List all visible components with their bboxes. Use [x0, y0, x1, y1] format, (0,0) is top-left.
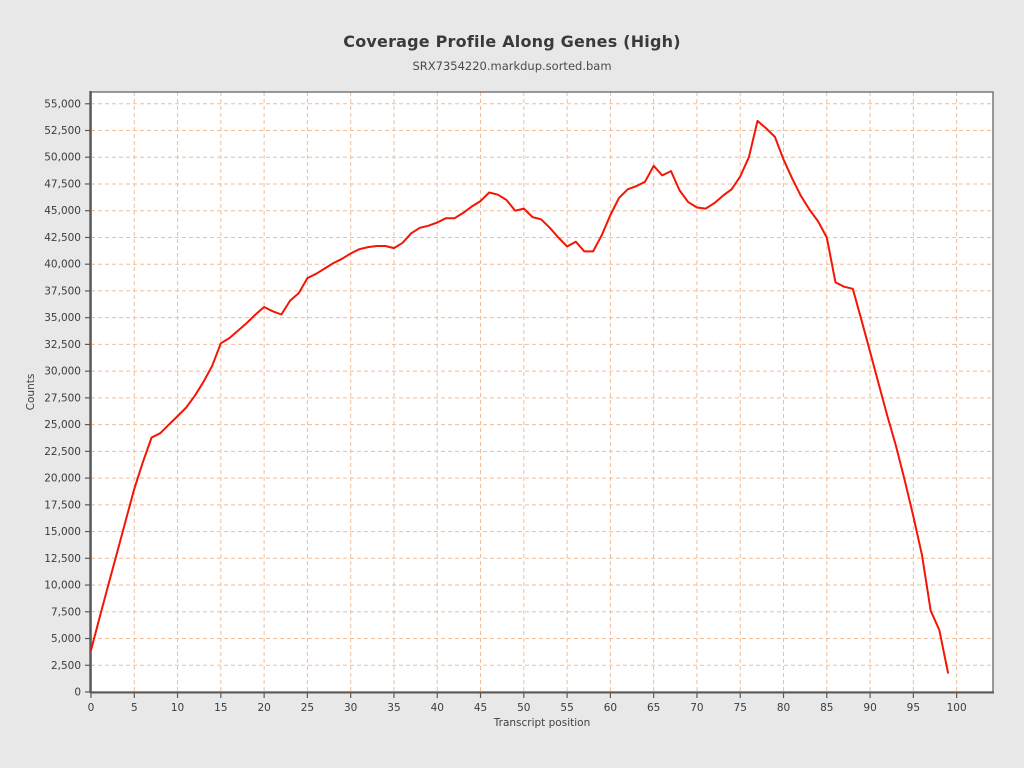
y-tick-label: 52,500 [44, 125, 81, 137]
x-tick-label: 95 [907, 702, 920, 714]
x-tick-label: 20 [257, 702, 270, 714]
y-tick-label: 35,000 [44, 312, 81, 324]
y-tick-label: 22,500 [44, 446, 81, 458]
y-tick-label: 32,500 [44, 339, 81, 351]
y-tick-label: 2,500 [51, 660, 81, 672]
y-tick-label: 25,000 [44, 419, 81, 431]
y-tick-label: 30,000 [44, 366, 81, 378]
y-tick-label: 27,500 [44, 392, 81, 404]
y-tick-label: 42,500 [44, 232, 81, 244]
y-tick-label: 17,500 [44, 499, 81, 511]
y-tick-label: 20,000 [44, 473, 81, 485]
y-tick-label: 7,500 [51, 606, 81, 618]
x-tick-label: 5 [131, 702, 138, 714]
y-axis-label: Counts [25, 374, 37, 411]
x-tick-label: 0 [88, 702, 95, 714]
x-tick-label: 80 [777, 702, 790, 714]
x-tick-label: 45 [474, 702, 487, 714]
x-tick-label: 50 [517, 702, 530, 714]
y-tick-label: 55,000 [44, 98, 81, 110]
y-tick-label: 5,000 [51, 633, 81, 645]
y-tick-label: 37,500 [44, 285, 81, 297]
y-tick-label: 40,000 [44, 259, 81, 271]
chart-subtitle: SRX7354220.markdup.sorted.bam [412, 59, 612, 73]
x-tick-label: 85 [820, 702, 833, 714]
x-tick-label: 35 [387, 702, 400, 714]
x-tick-label: 90 [863, 702, 876, 714]
y-tick-label: 15,000 [44, 526, 81, 538]
x-tick-label: 15 [214, 702, 227, 714]
chart-title: Coverage Profile Along Genes (High) [343, 32, 681, 51]
plot-background [91, 92, 993, 692]
x-tick-label: 55 [560, 702, 573, 714]
x-tick-label: 25 [301, 702, 314, 714]
x-tick-label: 30 [344, 702, 357, 714]
x-tick-label: 40 [431, 702, 444, 714]
y-tick-label: 45,000 [44, 205, 81, 217]
y-tick-label: 47,500 [44, 178, 81, 190]
x-tick-label: 10 [171, 702, 184, 714]
x-axis-label: Transcript position [493, 717, 590, 729]
x-tick-label: 70 [690, 702, 703, 714]
x-tick-label: 100 [947, 702, 967, 714]
series-line [90, 119, 949, 674]
x-tick-label: 75 [734, 702, 747, 714]
y-tick-label: 0 [74, 687, 81, 699]
y-tick-label: 12,500 [44, 553, 81, 565]
x-tick-label: 65 [647, 702, 660, 714]
x-tick-label: 60 [604, 702, 617, 714]
y-tick-label: 10,000 [44, 580, 81, 592]
y-tick-label: 50,000 [44, 152, 81, 164]
